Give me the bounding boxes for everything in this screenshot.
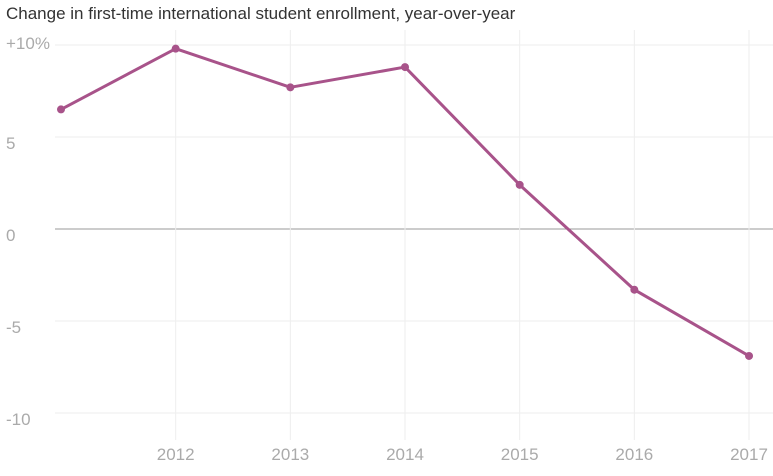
x-tick-label: 2012 [157,445,195,464]
x-tick-label: 2015 [501,445,539,464]
y-tick-label: -10 [6,410,31,429]
x-tick-label: 2013 [271,445,309,464]
y-tick-label: 5 [6,134,15,153]
data-point [745,351,754,360]
chart-title: Change in first-time international stude… [6,4,516,23]
data-point [401,63,410,72]
y-tick-label: -5 [6,318,21,337]
data-point [57,105,65,114]
x-tick-label: 2016 [615,445,653,464]
data-point [630,285,639,294]
y-tick-label: 0 [6,226,15,245]
data-point [286,83,295,92]
data-point [515,180,524,189]
x-tick-label: 2017 [730,445,768,464]
data-point [171,44,180,53]
x-tick-label: 2014 [386,445,424,464]
y-tick-label: +10% [6,34,50,53]
